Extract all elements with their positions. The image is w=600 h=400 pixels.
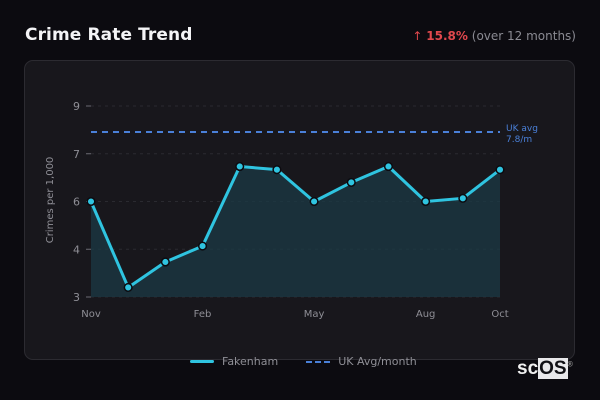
arrow-up-icon: ↑ — [412, 29, 423, 43]
logo-text-box: OS — [538, 358, 568, 379]
data-point[interactable] — [272, 165, 282, 175]
legend-label: UK Avg/month — [338, 355, 417, 368]
series-area — [91, 166, 500, 297]
data-point[interactable] — [309, 196, 319, 207]
data-point[interactable] — [197, 241, 208, 251]
y-tick-label: 3 — [73, 291, 80, 304]
legend-item-fakenham[interactable]: Fakenham — [190, 355, 278, 368]
dashed-line-swatch-icon — [306, 360, 331, 363]
data-point[interactable] — [123, 282, 133, 293]
x-tick-label: Nov — [81, 309, 101, 320]
data-point[interactable] — [421, 196, 431, 207]
y-tick-label: 4 — [73, 243, 80, 256]
registered-mark: ® — [567, 361, 573, 369]
data-point[interactable] — [235, 161, 245, 172]
series-line-fakenham — [89, 164, 501, 289]
data-point[interactable] — [346, 177, 356, 187]
data-points — [86, 161, 505, 293]
y-axis-label: Crimes per 1,000 — [45, 157, 56, 244]
change-percent: 15.8% — [426, 29, 468, 43]
data-point[interactable] — [458, 193, 468, 203]
scos-logo: scOS® — [517, 358, 573, 380]
uk-avg-annotation: UK avg — [506, 124, 538, 134]
data-point[interactable] — [86, 196, 96, 207]
legend-label: Fakenham — [222, 355, 279, 368]
y-axis: 3 4 6 7 9 — [73, 100, 91, 304]
page-title: Crime Rate Trend — [25, 25, 193, 45]
y-tick-label: 7 — [73, 148, 80, 161]
data-point[interactable] — [383, 161, 394, 172]
x-tick-label: Oct — [491, 309, 508, 320]
solid-line-swatch-icon — [190, 360, 214, 363]
y-tick-label: 9 — [73, 100, 80, 113]
x-axis: Nov Feb May Aug Oct — [81, 309, 508, 320]
data-point[interactable] — [495, 165, 505, 175]
logo-text: sc — [517, 358, 539, 379]
x-tick-label: Feb — [194, 309, 212, 320]
chart-legend: Fakenham UK Avg/month — [190, 355, 437, 368]
x-tick-label: Aug — [416, 309, 436, 320]
uk-avg-annotation-value: 7.8/m — [506, 135, 532, 145]
y-tick-label: 6 — [73, 196, 80, 209]
trend-change: ↑ 15.8% (over 12 months) — [412, 29, 576, 43]
change-note: (over 12 months) — [471, 29, 576, 43]
x-tick-label: May — [304, 309, 325, 320]
legend-item-uk-avg[interactable]: UK Avg/month — [306, 355, 417, 368]
data-point[interactable] — [160, 257, 170, 267]
